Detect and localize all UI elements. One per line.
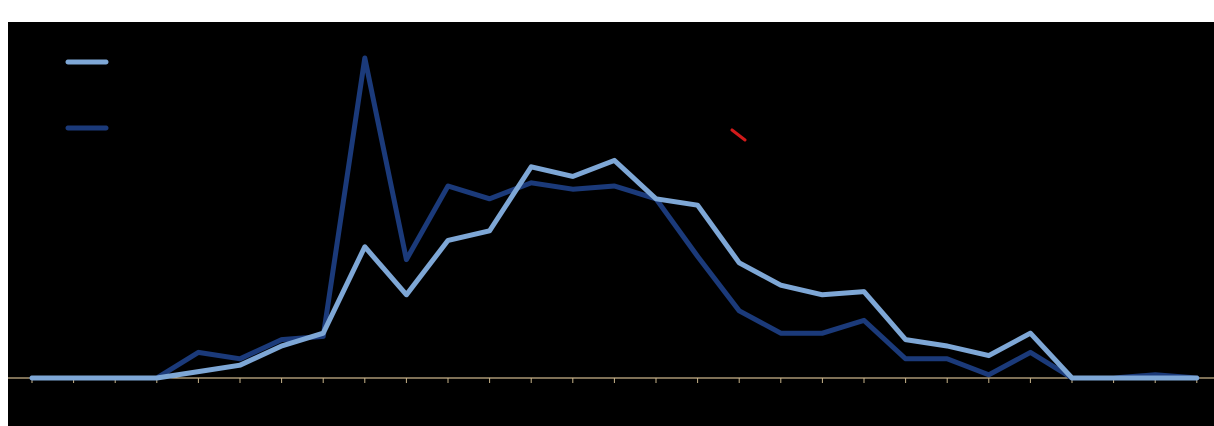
x-axis — [8, 377, 1214, 383]
annotation-layer — [730, 128, 747, 142]
chart-svg — [8, 55, 1214, 383]
legend — [65, 59, 109, 131]
series-line-dark — [29, 55, 1200, 381]
chart-panel — [8, 22, 1214, 426]
red-marker-icon — [730, 128, 747, 142]
series-layer — [29, 55, 1200, 381]
series-line-light — [29, 157, 1200, 381]
top-strip — [0, 0, 1214, 22]
